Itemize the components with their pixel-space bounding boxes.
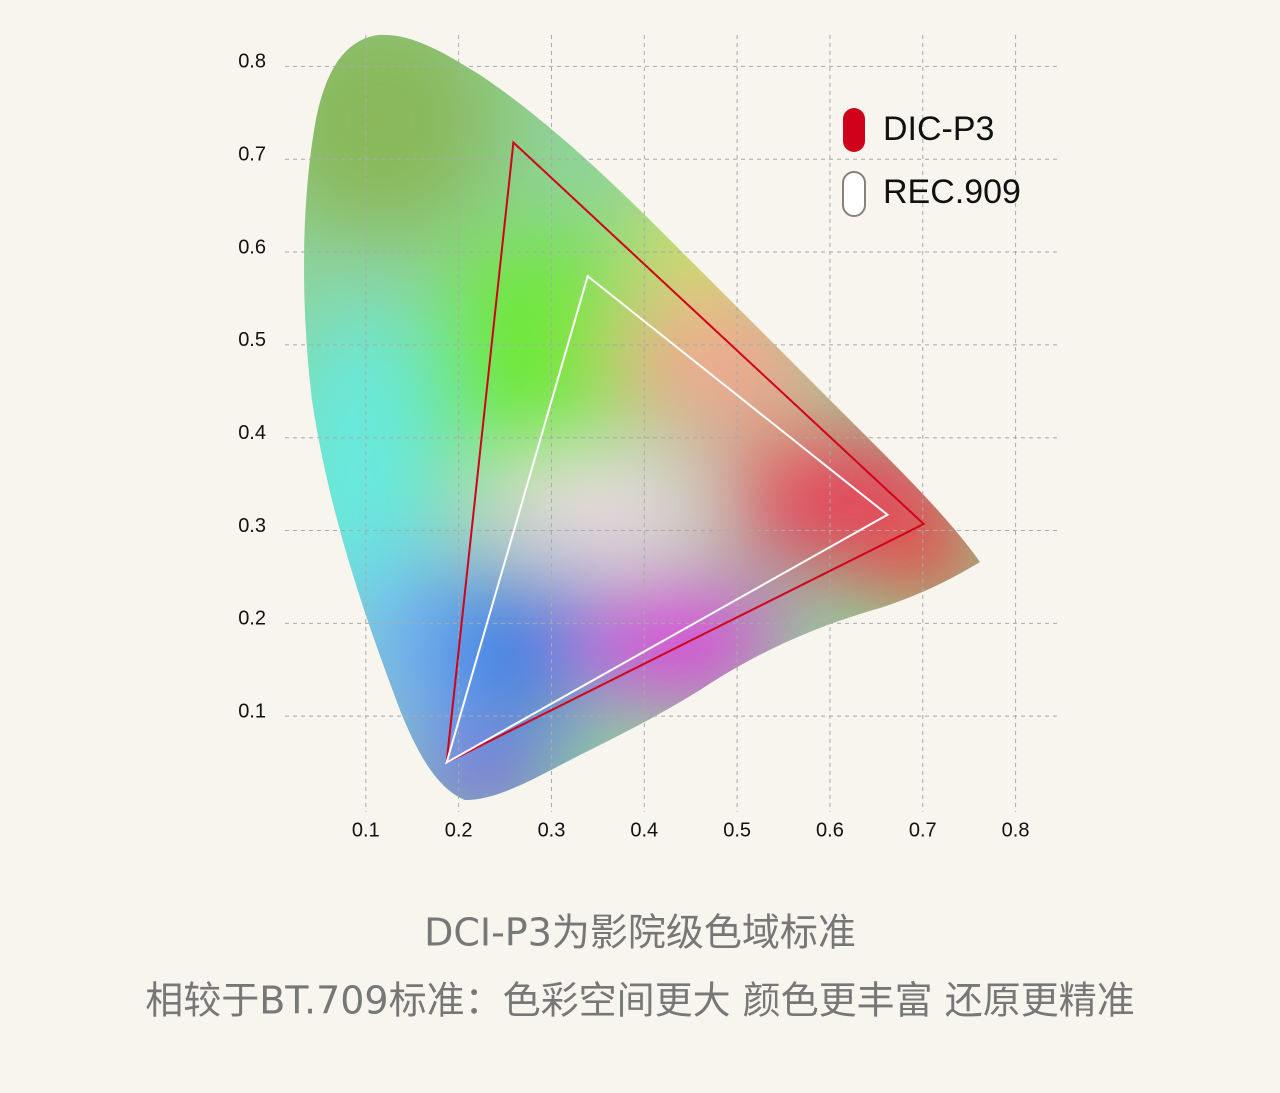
x-tick-label: 0.7	[909, 819, 937, 841]
y-tick-label: 0.4	[238, 422, 266, 444]
legend-swatch	[842, 171, 866, 217]
legend-label: DIC-P3	[883, 110, 994, 148]
x-tick-label: 0.1	[352, 819, 380, 841]
x-tick-label: 0.4	[630, 819, 658, 841]
y-tick-label: 0.3	[238, 515, 266, 537]
caption: 相较于BT.709标准：色彩空间更大 颜色更丰富 还原更精准	[145, 979, 1135, 1023]
x-tick-label: 0.6	[816, 819, 844, 841]
y-tick-label: 0.1	[238, 700, 266, 722]
y-tick-label: 0.2	[238, 608, 266, 630]
x-tick-label: 0.2	[445, 819, 473, 841]
caption: DCI-P3为影院级色域标准	[424, 911, 856, 955]
y-tick-label: 0.5	[238, 329, 266, 351]
x-tick-label: 0.8	[1002, 819, 1030, 841]
gamut-triangle	[445, 140, 926, 765]
y-tick-label: 0.7	[238, 144, 266, 166]
legend-label: REC.909	[883, 173, 1021, 211]
y-tick-label: 0.6	[238, 236, 266, 258]
y-tick-label: 0.8	[238, 51, 266, 73]
gamut-triangle	[444, 274, 890, 765]
x-tick-label: 0.5	[723, 819, 751, 841]
legend-swatch	[843, 108, 865, 152]
x-tick-label: 0.3	[538, 819, 566, 841]
